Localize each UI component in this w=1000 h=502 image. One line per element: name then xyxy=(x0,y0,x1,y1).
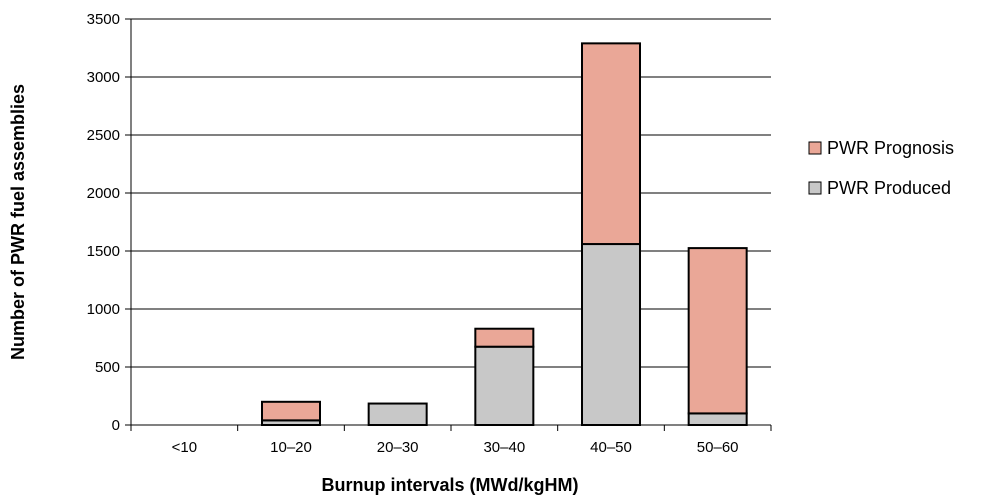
bar-segment-produced xyxy=(581,243,641,426)
legend-item-produced: PWR Produced xyxy=(808,178,951,198)
bar-segment-prognosis xyxy=(261,400,321,422)
legend-swatch-produced xyxy=(808,181,822,195)
y-axis-title: Number of PWR fuel assemblies xyxy=(8,84,28,360)
legend-label-prognosis: PWR Prognosis xyxy=(827,138,954,158)
y-tick-label: 500 xyxy=(95,359,120,376)
bar-segment-produced xyxy=(367,402,428,427)
x-tick-label: 40–50 xyxy=(590,439,632,456)
x-tick-label: 10–20 xyxy=(270,439,312,456)
y-tick-labels: 0 500 1000 1500 2000 2500 3000 3500 xyxy=(87,11,120,434)
legend: PWR Prognosis PWR Produced xyxy=(808,138,954,198)
bar-segment-prognosis xyxy=(474,327,535,348)
y-tick-label: 0 xyxy=(112,417,120,434)
y-tick-label: 2000 xyxy=(87,185,120,202)
x-tick-label: 50–60 xyxy=(697,439,739,456)
y-tick-label: 1000 xyxy=(87,301,120,318)
bar-segment-prognosis xyxy=(687,247,748,415)
bar-segment-prognosis xyxy=(581,42,641,246)
legend-label-produced: PWR Produced xyxy=(827,178,951,198)
y-tick-label: 3500 xyxy=(87,11,120,28)
legend-swatch-prognosis xyxy=(808,141,822,155)
y-tick-label: 1500 xyxy=(87,243,120,260)
y-tick-label: 3000 xyxy=(87,69,120,86)
x-tick-label: 20–30 xyxy=(377,439,419,456)
gridlines xyxy=(131,18,771,368)
legend-item-prognosis: PWR Prognosis xyxy=(808,138,954,158)
y-tick-label: 2500 xyxy=(87,127,120,144)
bar-segment-produced xyxy=(474,345,535,427)
x-axis-title: Burnup intervals (MWd/kgHM) xyxy=(322,475,579,495)
x-tick-labels: <10 10–20 20–30 30–40 40–50 50–60 xyxy=(172,439,739,456)
bars xyxy=(261,42,748,427)
x-tick-label: <10 xyxy=(172,439,197,456)
axes xyxy=(125,18,772,431)
bar-segment-produced xyxy=(687,412,748,426)
x-tick-label: 30–40 xyxy=(483,439,525,456)
